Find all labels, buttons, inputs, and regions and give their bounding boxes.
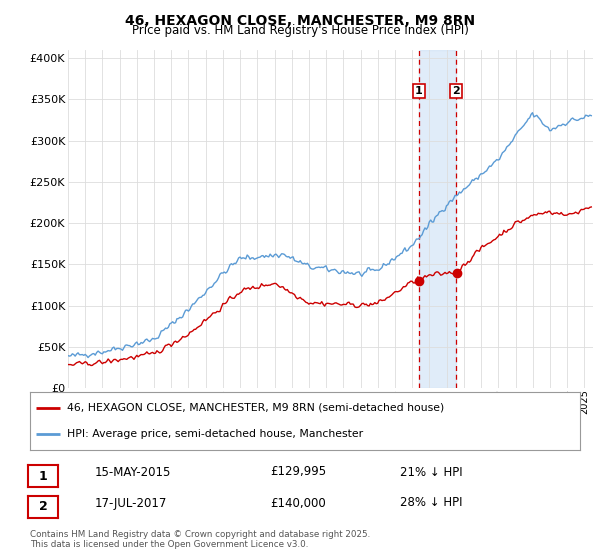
Text: Contains HM Land Registry data © Crown copyright and database right 2025.
This d: Contains HM Land Registry data © Crown c… — [30, 530, 370, 549]
Text: 1: 1 — [38, 469, 47, 483]
Text: 2: 2 — [452, 86, 460, 96]
Text: Price paid vs. HM Land Registry's House Price Index (HPI): Price paid vs. HM Land Registry's House … — [131, 24, 469, 37]
Text: £129,995: £129,995 — [270, 465, 326, 478]
Text: 46, HEXAGON CLOSE, MANCHESTER, M9 8RN (semi-detached house): 46, HEXAGON CLOSE, MANCHESTER, M9 8RN (s… — [67, 403, 445, 413]
Text: 28% ↓ HPI: 28% ↓ HPI — [400, 497, 463, 510]
Text: HPI: Average price, semi-detached house, Manchester: HPI: Average price, semi-detached house,… — [67, 430, 364, 440]
Text: £140,000: £140,000 — [270, 497, 326, 510]
Text: 21% ↓ HPI: 21% ↓ HPI — [400, 465, 463, 478]
Text: 46, HEXAGON CLOSE, MANCHESTER, M9 8RN: 46, HEXAGON CLOSE, MANCHESTER, M9 8RN — [125, 14, 475, 28]
Text: 17-JUL-2017: 17-JUL-2017 — [95, 497, 167, 510]
Text: 2: 2 — [38, 501, 47, 514]
Text: 15-MAY-2015: 15-MAY-2015 — [95, 465, 172, 478]
Text: 1: 1 — [415, 86, 422, 96]
Bar — [419, 50, 456, 388]
